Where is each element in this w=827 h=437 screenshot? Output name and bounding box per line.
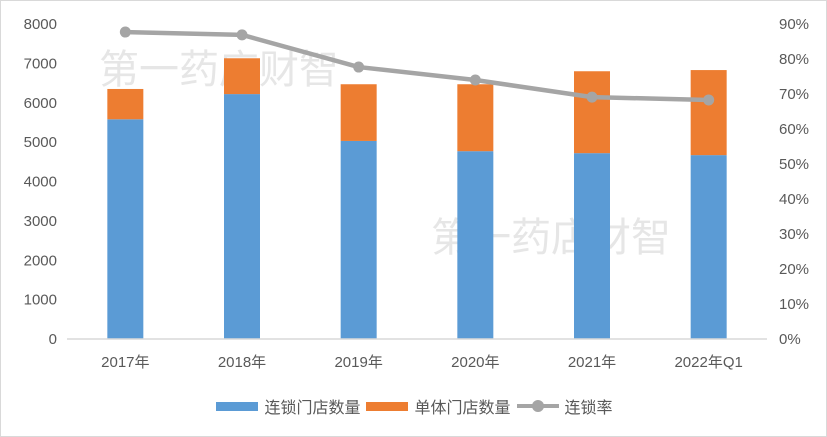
legend-label: 连锁门店数量 [264,398,361,417]
bar-segment [457,151,494,339]
x-axis-tick: 2020年 [451,354,499,371]
left-axis-tick: 8000 [24,16,57,33]
chain-rate-line [125,29,709,103]
right-axis-tick: 50% [779,156,809,173]
right-axis-tick: 90% [779,16,809,33]
chart-plot: 第一药店财智第一药店财智0100020003000400050006000700… [24,16,809,371]
x-axis-tick: 2018年 [218,354,266,371]
x-axis-tick: 2017年 [101,354,149,371]
bar-segment [107,119,144,339]
right-axis-tick: 30% [779,226,809,243]
watermark-text: 第一药店财智 [99,47,339,93]
legend-swatch-orange-icon [366,401,409,411]
right-axis-tick: 20% [779,261,809,278]
bar-segment [224,58,260,95]
line-marker-icon [119,26,131,38]
left-axis-tick: 5000 [24,134,57,151]
chart-legend: 连锁门店数量 单体门店数量 连锁率 [1,394,827,418]
legend-swatch-blue-icon [216,401,259,411]
x-axis-tick: 2021年 [568,354,616,371]
bar-segment [574,153,610,339]
right-axis-tick: 0% [779,331,801,348]
bar-segment [457,84,494,152]
line-marker-icon [236,29,248,41]
legend-item-chain-rate: 连锁率 [516,394,613,418]
right-axis-tick: 40% [779,191,809,208]
bar-segment [107,88,144,120]
right-axis-tick: 60% [779,121,809,138]
bar-segment [690,70,727,156]
left-axis-tick: 1000 [24,292,57,309]
left-axis-tick: 3000 [24,213,57,230]
legend-item-single-stores: 单体门店数量 [366,394,511,418]
x-axis-tick: 2019年 [334,354,382,371]
bar-segment [340,84,377,141]
left-axis-tick: 6000 [24,95,57,112]
legend-label: 连锁率 [564,398,613,417]
right-axis-tick: 80% [779,51,809,68]
line-marker-icon [469,74,481,86]
bar-segment [690,155,727,339]
bar-segment [224,94,260,340]
left-axis-tick: 4000 [24,174,57,191]
left-axis-tick: 2000 [24,252,57,269]
left-axis-tick: 0 [49,331,57,348]
line-marker-icon [703,94,715,106]
legend-label: 单体门店数量 [414,398,511,417]
legend-item-chain-stores: 连锁门店数量 [216,394,360,418]
right-axis-tick: 70% [779,86,809,103]
line-marker-icon [353,61,365,73]
bar-segment [574,71,610,154]
left-axis-tick: 7000 [24,55,57,72]
line-marker-icon [586,91,598,103]
x-axis-tick: 2022年Q1 [674,354,742,371]
right-axis-tick: 10% [779,296,809,313]
legend-line-marker-icon [516,399,559,413]
bar-segment [340,140,377,339]
